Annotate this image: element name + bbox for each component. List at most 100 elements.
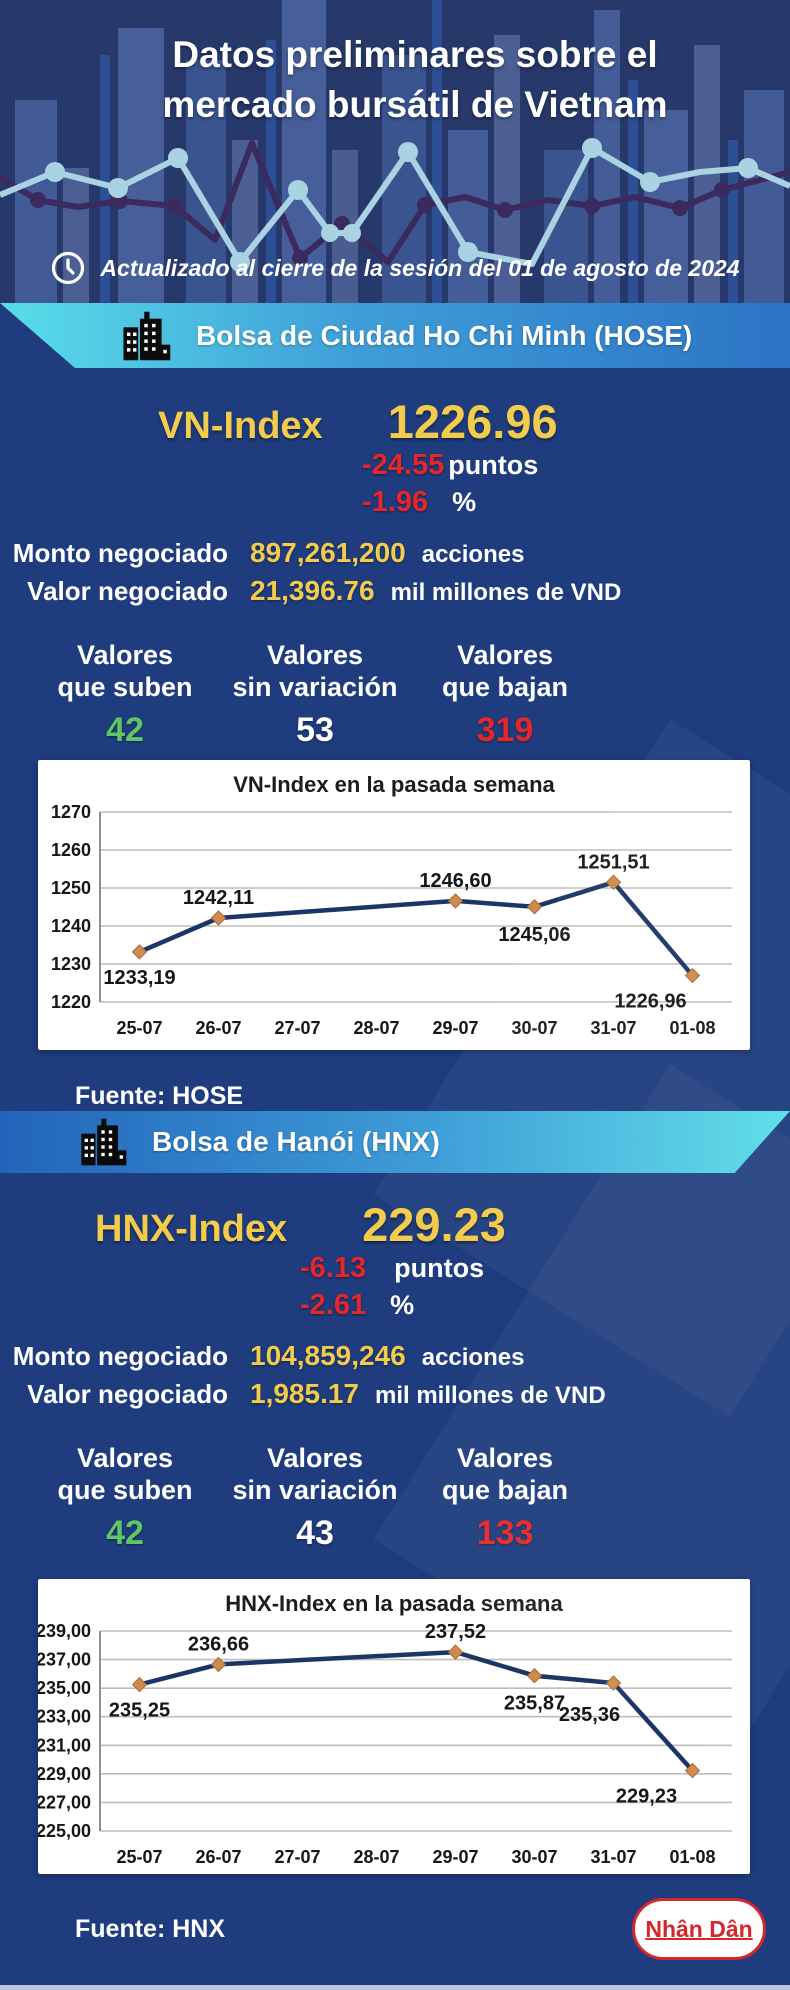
hnx-change-pct: -2.61 [300,1289,367,1321]
nhan-dan-logo-text: Nhân Dân [645,1915,753,1942]
svg-text:235,25: 235,25 [109,1700,170,1722]
svg-text:229,23: 229,23 [616,1786,677,1808]
vn-change-points: -24.55 [362,449,445,481]
clock-icon [52,251,85,285]
vn-index-label: VN-Index [158,405,323,447]
svg-text:28-07: 28-07 [353,1847,399,1867]
volume-label: Monto negociado [12,538,228,568]
svg-text:229,00: 229,00 [38,1764,91,1784]
unchanged-value: 53 [296,711,334,749]
volume-unit: acciones [421,1344,525,1371]
unchanged-value: 43 [296,1514,334,1552]
vn-change-pct-unit: % [452,487,477,517]
nhan-dan-logo: Nhân Dân [632,1898,766,1960]
hnx-index-label: HNX-Index [95,1208,288,1250]
svg-text:1233,19: 1233,19 [103,967,175,989]
bottom-edge-strip [0,1985,790,1990]
hnx-source: Fuente: HNX [75,1914,225,1943]
turnover-label: Valor negociado [27,576,228,606]
svg-text:227,00: 227,00 [38,1792,91,1812]
volume-value: 897,261,200 [250,537,406,568]
vn-change-points-unit: puntos [448,450,539,480]
svg-text:1245,06: 1245,06 [498,924,570,946]
vn-turnover-row: Valor negociado 21,396.76 mil millones d… [0,575,790,613]
hnx-volume-row: Monto negociado 104,859,246 acciones [0,1340,790,1378]
vn-index-chart: 1270 1260 1250 1240 1230 1220 25-07 26-07 27-07 2… [51,802,732,1038]
advancers-value: 42 [106,1514,144,1552]
vn-index-value: 1226.96 [387,395,558,448]
advancers-col: Valores que suben 42 [30,1442,220,1553]
hose-banner: Bolsa de Ciudad Ho Chi Minh (HOSE) [0,303,790,368]
svg-text:1250: 1250 [51,878,91,898]
turnover-value: 21,396.76 [250,575,375,606]
advancers-col: Valores que suben 42 [30,639,220,750]
turnover-unit: mil millones de VND [375,1382,606,1409]
svg-text:1270: 1270 [51,802,91,822]
volume-label: Monto negociado [12,1341,228,1371]
svg-text:237,52: 237,52 [425,1621,486,1643]
svg-text:235,36: 235,36 [559,1704,620,1726]
vn-index-row: VN-Index 1226.96 [0,368,790,449]
hnx-index-chart-panel: HNX-Index en la pasada semana 239,00 237,… [36,1579,750,1874]
svg-text:25-07: 25-07 [116,1018,162,1038]
hnx-banner: Bolsa de Hanói (HNX) [0,1111,790,1173]
vn-chart-title: VN-Index en la pasada semana [233,772,555,797]
hnx-section: HNX-Index 229.23 -6.13 puntos -2.61 % Mo… [0,1064,790,1960]
hose-section: VN-Index 1226.96 -24.55 puntos -1.96 % M… [0,368,790,1417]
svg-text:1220: 1220 [51,992,91,1012]
hose-source-row: Fuente: HOSE [0,1082,790,1111]
advancers-value: 42 [106,711,144,749]
hnx-index-chart: 239,00 237,00 235,00 233,00 231,00 229,00 227,… [36,1621,732,1867]
decoration-line-lightblue [0,138,790,272]
volume-value: 104,859,246 [250,1340,406,1371]
decliners-col: Valores que bajan 133 [410,1442,600,1553]
svg-text:235,87: 235,87 [504,1693,565,1715]
hnx-index-value: 229.23 [362,1198,506,1251]
page-title-line2: mercado bursátil de Vietnam [162,83,668,125]
decliners-value: 133 [476,1514,534,1552]
svg-text:1246,60: 1246,60 [419,870,491,892]
svg-text:1240: 1240 [51,916,91,936]
hnx-traded-block: Monto negociado 104,859,246 acciones Val… [0,1340,790,1416]
hnx-source-row: Fuente: HNX Nhân Dân [0,1898,790,1960]
svg-text:1242,11: 1242,11 [183,887,254,909]
header: Datos preliminares sobre el mercado burs… [0,0,790,303]
updated-row: Actualizado al cierre de la sesión del 0… [0,250,790,286]
hose-source: Fuente: HOSE [75,1082,244,1110]
decliners-value: 319 [476,711,534,749]
hnx-chart-title: HNX-Index en la pasada semana [225,1591,563,1616]
hnx-change-pct-row: -2.61 % [0,1289,790,1326]
hnx-change-points-unit: puntos [394,1253,485,1283]
hnx-index-row: HNX-Index 229.23 [0,1173,790,1252]
page-title: Datos preliminares sobre el mercado burs… [0,0,790,130]
decoration-line-purple [0,140,790,266]
svg-text:30-07: 30-07 [511,1018,557,1038]
vn-change-pct: -1.96 [362,486,429,518]
updated-text: Actualizado al cierre de la sesión del 0… [100,254,740,281]
turnover-value: 1,985.17 [250,1378,359,1409]
page-title-line1: Datos preliminares sobre el [172,34,658,75]
header-decoration-chart [0,0,790,303]
svg-text:25-07: 25-07 [116,1847,162,1867]
svg-text:29-07: 29-07 [432,1847,478,1867]
building-icon [81,1118,127,1166]
svg-text:26-07: 26-07 [195,1847,241,1867]
svg-text:225,00: 225,00 [38,1821,91,1841]
svg-text:237,00: 237,00 [38,1650,91,1670]
svg-text:27-07: 27-07 [274,1847,320,1867]
turnover-unit: mil millones de VND [390,579,622,606]
hnx-turnover-row: Valor negociado 1,985.17 mil millones de… [0,1378,790,1416]
svg-text:235,00: 235,00 [38,1678,91,1698]
svg-text:239,00: 239,00 [38,1621,91,1641]
vn-breadth-row: Valores que suben 42 Valores sin variación… [30,639,600,750]
svg-text:26-07: 26-07 [195,1018,241,1038]
building-icon [123,311,171,360]
decliners-col: Valores que bajan 319 [410,639,600,750]
svg-text:28-07: 28-07 [353,1018,399,1038]
hnx-breadth-row: Valores que suben 42 Valores sin variación… [30,1442,600,1553]
svg-text:1226,96: 1226,96 [614,991,686,1013]
hnx-change-points-row: -6.13 puntos [0,1252,790,1289]
svg-text:231,00: 231,00 [38,1735,91,1755]
svg-text:233,00: 233,00 [38,1707,91,1727]
unchanged-col: Valores sin variación 53 [220,639,410,750]
